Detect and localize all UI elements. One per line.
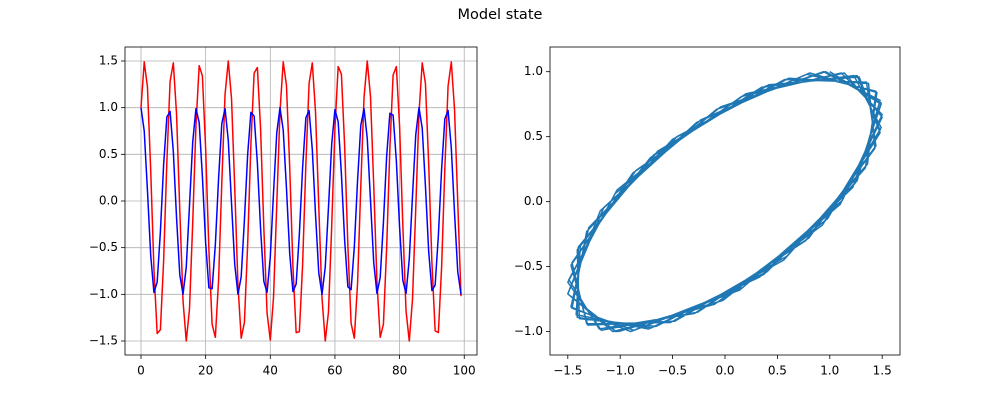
series-line <box>140 106 462 296</box>
y-tick-label: 1.5 <box>99 54 118 68</box>
x-tick-label: −0.5 <box>658 364 687 378</box>
y-tick-label: 0.5 <box>99 147 118 161</box>
x-tick-label: 0.0 <box>715 364 734 378</box>
y-tick-label: 1.0 <box>99 100 118 114</box>
axes-frame <box>549 46 901 356</box>
x-tick-label: 1.0 <box>820 364 839 378</box>
series-line <box>567 70 883 333</box>
x-tick-label: 100 <box>453 364 476 378</box>
y-tick-label: 1.0 <box>524 64 543 78</box>
x-tick-label: 60 <box>327 364 342 378</box>
subplot: 0 20 40 60 80 100 −1.5 −1.0 −0.5 0.0 0.5 1.0 1.5 <box>89 46 478 378</box>
x-tick-label: 0.5 <box>768 364 787 378</box>
y-tick-label: −1.5 <box>89 334 118 348</box>
x-tick-label: −1.5 <box>553 364 582 378</box>
x-tick-label: −1.0 <box>606 364 635 378</box>
figure-title: Model state <box>458 7 543 23</box>
y-tick-label: 0.0 <box>524 194 543 208</box>
x-tick-label: 40 <box>263 364 278 378</box>
x-tick-label: 1.5 <box>873 364 892 378</box>
y-tick-label: 0.0 <box>99 194 118 208</box>
x-tick-label: 80 <box>392 364 407 378</box>
series-line <box>140 60 462 342</box>
y-tick-label: −0.5 <box>89 240 118 254</box>
axes-frame <box>124 46 478 356</box>
y-tick-label: −0.5 <box>514 259 543 273</box>
x-tick-label: 20 <box>198 364 213 378</box>
subplot: −1.5 −1.0 −0.5 0.0 0.5 1.0 1.5 −1.0 −0.5 0.0 0.5 1.… <box>514 46 901 378</box>
x-tick-label: 0 <box>137 364 145 378</box>
y-tick-label: −1.0 <box>89 287 118 301</box>
y-tick-label: −1.0 <box>514 324 543 338</box>
y-tick-label: 0.5 <box>524 129 543 143</box>
